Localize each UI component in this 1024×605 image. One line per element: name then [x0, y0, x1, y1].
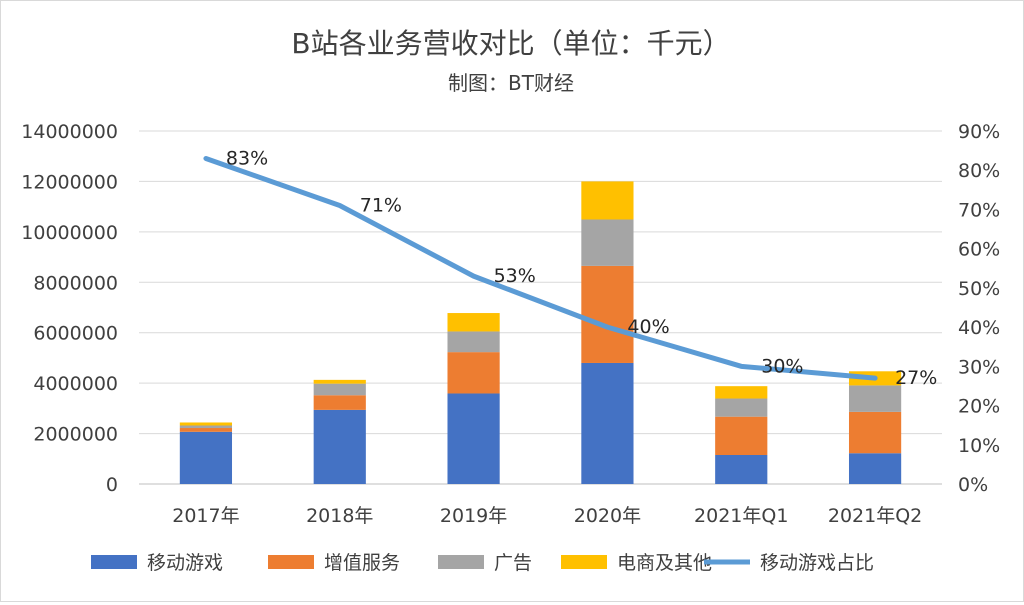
data-label: 27%: [895, 367, 937, 389]
legend-label: 电商及其他: [617, 552, 712, 574]
line-series-group: 83% 71% 53% 40% 30% 27%: [203, 147, 937, 389]
legend: 移动游戏 增值服务 广告 电商及其他 移动游戏占比: [91, 552, 874, 574]
bar-segment: [179, 422, 233, 426]
data-label: 83%: [226, 147, 268, 169]
line-series-path: [203, 155, 878, 381]
legend-swatch: [561, 555, 607, 569]
y-right-tick-label: 90%: [958, 121, 1000, 143]
bar-segment: [848, 385, 902, 412]
bar-segment: [581, 219, 634, 266]
legend-label: 移动游戏占比: [760, 552, 874, 574]
axis-labels: 0 2000000 4000000 6000000 8000000 10000000 120…: [21, 121, 1000, 527]
data-label: 40%: [627, 316, 669, 338]
bar-segment: [313, 379, 366, 384]
y-right-tick-label: 40%: [958, 317, 1000, 339]
y-left-tick-label: 8000000: [33, 272, 118, 294]
bar-segment: [581, 265, 634, 363]
x-tick-label: 2018年: [306, 505, 373, 527]
bar-segment: [715, 455, 768, 484]
legend-swatch: [438, 555, 484, 569]
y-left-tick-label: 0: [106, 474, 118, 496]
legend-swatch: [268, 555, 314, 569]
x-tick-label: 2019年: [440, 505, 507, 527]
bar-segment: [447, 393, 500, 484]
bar-segment: [313, 395, 366, 410]
bar-segment: [447, 313, 500, 332]
y-left-tick-label: 2000000: [33, 424, 118, 446]
y-right-tick-label: 10%: [958, 435, 1000, 457]
y-right-tick-label: 0%: [958, 474, 988, 496]
bar-series-group: [179, 181, 902, 484]
bar-segment: [447, 331, 500, 353]
data-label: 30%: [761, 355, 803, 377]
y-right-tick-label: 80%: [958, 160, 1000, 182]
x-tick-label: 2021年Q1: [694, 505, 788, 527]
legend-label: 广告: [494, 552, 532, 574]
y-right-tick-label: 20%: [958, 396, 1000, 418]
y-left-tick-label: 12000000: [21, 171, 118, 193]
bar-segment: [179, 425, 233, 429]
legend-label: 移动游戏: [147, 552, 223, 574]
bar-segment: [715, 386, 768, 399]
legend-label: 增值服务: [324, 552, 400, 574]
bar-segment: [313, 409, 366, 484]
bar-segment: [715, 416, 768, 456]
y-left-tick-label: 10000000: [21, 222, 118, 244]
bar-segment: [715, 398, 768, 417]
bar-segment: [848, 453, 902, 484]
data-label: 71%: [360, 195, 402, 217]
y-right-tick-label: 60%: [958, 239, 1000, 261]
y-left-tick-label: 6000000: [33, 323, 118, 345]
bar-segment: [581, 362, 634, 484]
y-left-tick-label: 14000000: [21, 121, 118, 143]
bar-segment: [447, 352, 500, 394]
y-right-tick-label: 50%: [958, 278, 1000, 300]
bar-segment: [179, 428, 233, 432]
legend-swatch: [91, 555, 137, 569]
bar-segment: [848, 411, 902, 454]
bar-segment: [581, 181, 634, 220]
y-right-tick-label: 70%: [958, 199, 1000, 221]
chart-title: B站各业务营收对比（单位：千元）: [291, 27, 730, 60]
x-tick-label: 2021年Q2: [828, 505, 922, 527]
data-label: 53%: [494, 265, 536, 287]
bar-segment: [179, 431, 233, 484]
chart-subtitle: 制图：BT财经: [448, 71, 574, 95]
x-tick-label: 2020年: [574, 505, 641, 527]
bar-segment: [313, 383, 366, 396]
gridlines: [139, 130, 942, 485]
x-tick-label: 2017年: [172, 505, 239, 527]
y-right-tick-label: 30%: [958, 356, 1000, 378]
y-left-tick-label: 4000000: [33, 373, 118, 395]
